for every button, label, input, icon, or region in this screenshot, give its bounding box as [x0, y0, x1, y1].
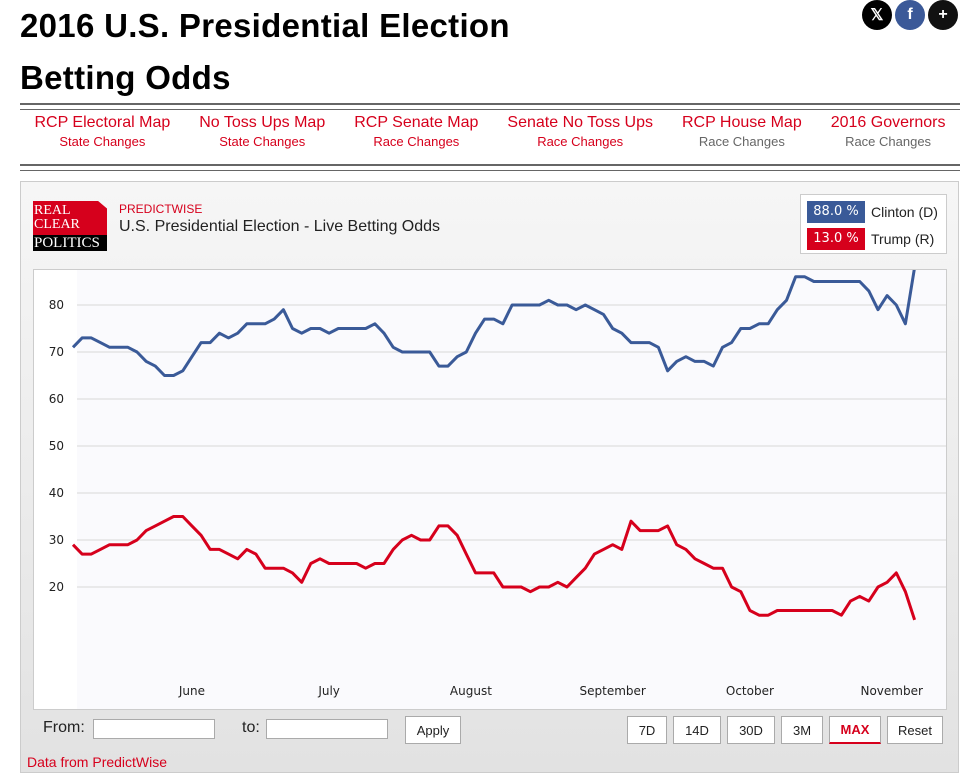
nav-no-toss-ups-map[interactable]: No Toss Ups Map State Changes — [199, 112, 325, 164]
range-14d-button[interactable]: 14D — [673, 716, 721, 744]
x-tick-label: November — [860, 684, 922, 698]
legend-name-trump: Trump (R) — [871, 231, 935, 247]
source-tag: PREDICTWISE — [119, 202, 203, 216]
page-title-line2: Betting Odds — [20, 59, 231, 96]
series-line-clinton[interactable] — [71, 267, 917, 377]
nav-main-label: RCP Electoral Map — [34, 114, 171, 131]
line-chart[interactable]: 20 30 40 50 60 70 80 June July August September Oc… — [34, 267, 946, 709]
chart-legend: 88.0 % Clinton (D) 13.0 % Trump (R) — [800, 194, 947, 254]
nav-senate-no-toss-ups[interactable]: Senate No Toss Ups Race Changes — [507, 112, 653, 164]
chart-area: 20 30 40 50 60 70 80 June July August September Oc… — [33, 267, 947, 710]
y-tick-label: 70 — [49, 345, 64, 359]
nav-sub-label[interactable]: State Changes — [59, 134, 146, 149]
y-tick-label: 30 — [49, 533, 64, 547]
x-tick-label: June — [178, 684, 205, 698]
nav-sub-label[interactable]: Race Changes — [845, 134, 932, 149]
nav-2016-governors[interactable]: 2016 Governors Race Changes — [831, 112, 946, 164]
facebook-icon[interactable]: f — [895, 0, 925, 30]
reset-button[interactable]: Reset — [887, 716, 943, 744]
nav-main-label: RCP Senate Map — [354, 114, 479, 131]
legend-value-trump: 13.0 % — [807, 228, 865, 250]
logo-line3: POLITICS — [33, 235, 107, 251]
divider-bottom — [20, 164, 960, 171]
nav-rcp-house-map[interactable]: RCP House Map Race Changes — [682, 112, 802, 164]
nav-sub-label[interactable]: Race Changes — [373, 134, 460, 149]
logo-line1: REAL — [34, 203, 71, 218]
map-nav: RCP Electoral Map State Changes No Toss … — [20, 112, 960, 164]
logo-line2: CLEAR — [34, 217, 80, 232]
data-source-link[interactable]: Data from PredictWise — [27, 754, 168, 770]
rcp-logo: REAL CLEAR POLITICS — [33, 201, 107, 251]
y-tick-label: 80 — [49, 298, 64, 312]
y-tick-label: 60 — [49, 392, 64, 406]
series-line-trump[interactable] — [71, 515, 917, 621]
from-date-input[interactable] — [93, 719, 215, 739]
social-share-bar: 𝕏 f + — [862, 0, 958, 30]
nav-rcp-electoral-map[interactable]: RCP Electoral Map State Changes — [34, 112, 170, 164]
legend-item-trump: 13.0 % Trump (R) — [807, 227, 940, 251]
y-tick-label: 50 — [49, 439, 64, 453]
nav-rcp-senate-map[interactable]: RCP Senate Map Race Changes — [354, 112, 478, 164]
plot-background — [77, 270, 946, 709]
from-label: From: — [43, 719, 85, 736]
apply-button[interactable]: Apply — [405, 716, 461, 744]
x-tick-label: September — [580, 684, 646, 698]
nav-main-label: RCP House Map — [681, 114, 802, 131]
x-tick-label: October — [726, 684, 774, 698]
range-max-button[interactable]: MAX — [829, 716, 881, 744]
x-icon[interactable]: 𝕏 — [862, 0, 892, 30]
legend-value-clinton: 88.0 % — [807, 201, 865, 223]
nav-sub-label[interactable]: Race Changes — [698, 134, 785, 149]
x-tick-label: August — [450, 684, 492, 698]
page-title-line1: 2016 U.S. Presidential Election — [20, 7, 510, 44]
page-title: 2016 U.S. Presidential Election Betting … — [20, 0, 510, 104]
nav-main-label: 2016 Governors — [830, 114, 946, 131]
nav-sub-label[interactable]: State Changes — [219, 134, 306, 149]
betting-odds-widget: REAL CLEAR POLITICS PREDICTWISE U.S. Pre… — [20, 181, 959, 773]
nav-main-label: Senate No Toss Ups — [507, 114, 653, 131]
legend-name-clinton: Clinton (D) — [871, 204, 938, 220]
range-controls: From: to: Apply 7D 14D 30D 3M MAX Reset — [33, 710, 947, 745]
divider-top — [20, 103, 960, 110]
y-tick-label: 40 — [49, 486, 64, 500]
x-tick-label: July — [317, 684, 340, 698]
y-tick-label: 20 — [49, 580, 64, 594]
range-7d-button[interactable]: 7D — [627, 716, 667, 744]
widget-title: U.S. Presidential Election - Live Bettin… — [119, 218, 441, 235]
range-3m-button[interactable]: 3M — [781, 716, 823, 744]
to-date-input[interactable] — [266, 719, 388, 739]
nav-main-label: No Toss Ups Map — [199, 114, 326, 131]
plus-icon[interactable]: + — [928, 0, 958, 30]
legend-item-clinton: 88.0 % Clinton (D) — [807, 200, 940, 224]
nav-sub-label[interactable]: Race Changes — [537, 134, 624, 149]
to-label: to: — [242, 719, 260, 736]
range-30d-button[interactable]: 30D — [727, 716, 775, 744]
